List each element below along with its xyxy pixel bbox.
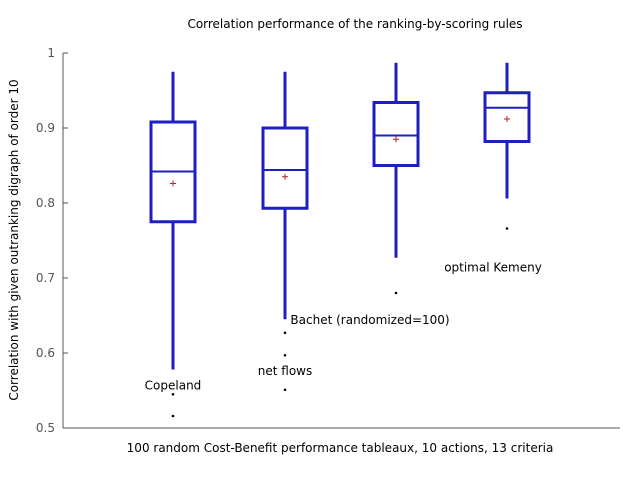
y-tick-label: 1 [47,46,55,60]
series-label: Bachet (randomized=100) [290,313,449,327]
axes [62,53,620,429]
y-tick-label: 0.9 [36,121,55,135]
y-tick-label: 0.5 [36,421,55,435]
outlier-point [171,392,175,396]
outlier-point [283,331,287,335]
box-3 [483,62,531,230]
box-series [149,62,531,418]
series-label: net flows [258,364,312,378]
box-1 [261,71,309,392]
outlier-point [505,227,509,230]
chart-title: Correlation performance of the ranking-b… [187,17,522,31]
series-labels: Copeland net flows Bachet (randomized=100)… [145,261,542,393]
y-axis-label: Correlation with given outranking digrap… [7,79,21,400]
series-label: optimal Kemeny [444,261,542,275]
box-2 [372,62,420,295]
box-rect [261,126,309,210]
box-rect [372,101,420,167]
box-rect [483,91,531,143]
y-ticks: 0.5 0.6 0.7 0.8 0.9 1 [36,46,68,435]
box-0 [149,71,197,418]
outlier-point [283,353,287,357]
outlier-point [171,414,175,418]
y-tick-label: 0.7 [36,271,55,285]
y-tick-label: 0.8 [36,196,55,210]
outlier-point [283,388,287,392]
x-axis-label: 100 random Cost-Benefit performance tabl… [127,441,554,455]
series-label: Copeland [145,378,202,392]
y-tick-label: 0.6 [36,346,55,360]
outlier-point [394,291,398,295]
